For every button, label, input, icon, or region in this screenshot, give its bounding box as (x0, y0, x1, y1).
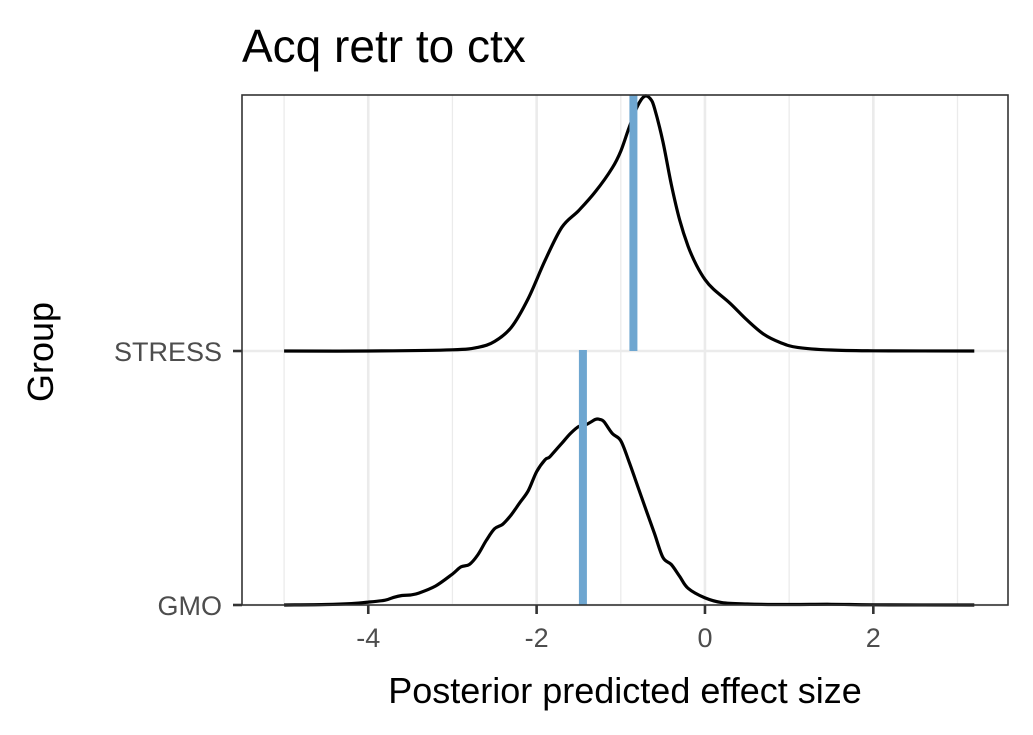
x-tick-label-2: 0 (697, 623, 712, 653)
y-tick-label-stress: STRESS (114, 337, 222, 367)
x-axis: -4 -2 0 2 (356, 605, 881, 653)
y-tick-label-gmo: GMO (158, 591, 223, 621)
x-tick-label-0: -4 (356, 623, 380, 653)
x-axis-title: Posterior predicted effect size (388, 670, 862, 711)
density-curve-gmo (284, 417, 975, 607)
y-axis: GMO STRESS (114, 337, 242, 621)
chart-title: Acq retr to ctx (242, 20, 526, 72)
density-curve-stress (284, 94, 975, 353)
y-axis-title: Group (20, 302, 61, 402)
point-estimate-markers (578, 95, 638, 605)
x-tick-label-1: -2 (525, 623, 549, 653)
x-tick-label-3: 2 (866, 623, 881, 653)
density-curves (284, 94, 975, 607)
